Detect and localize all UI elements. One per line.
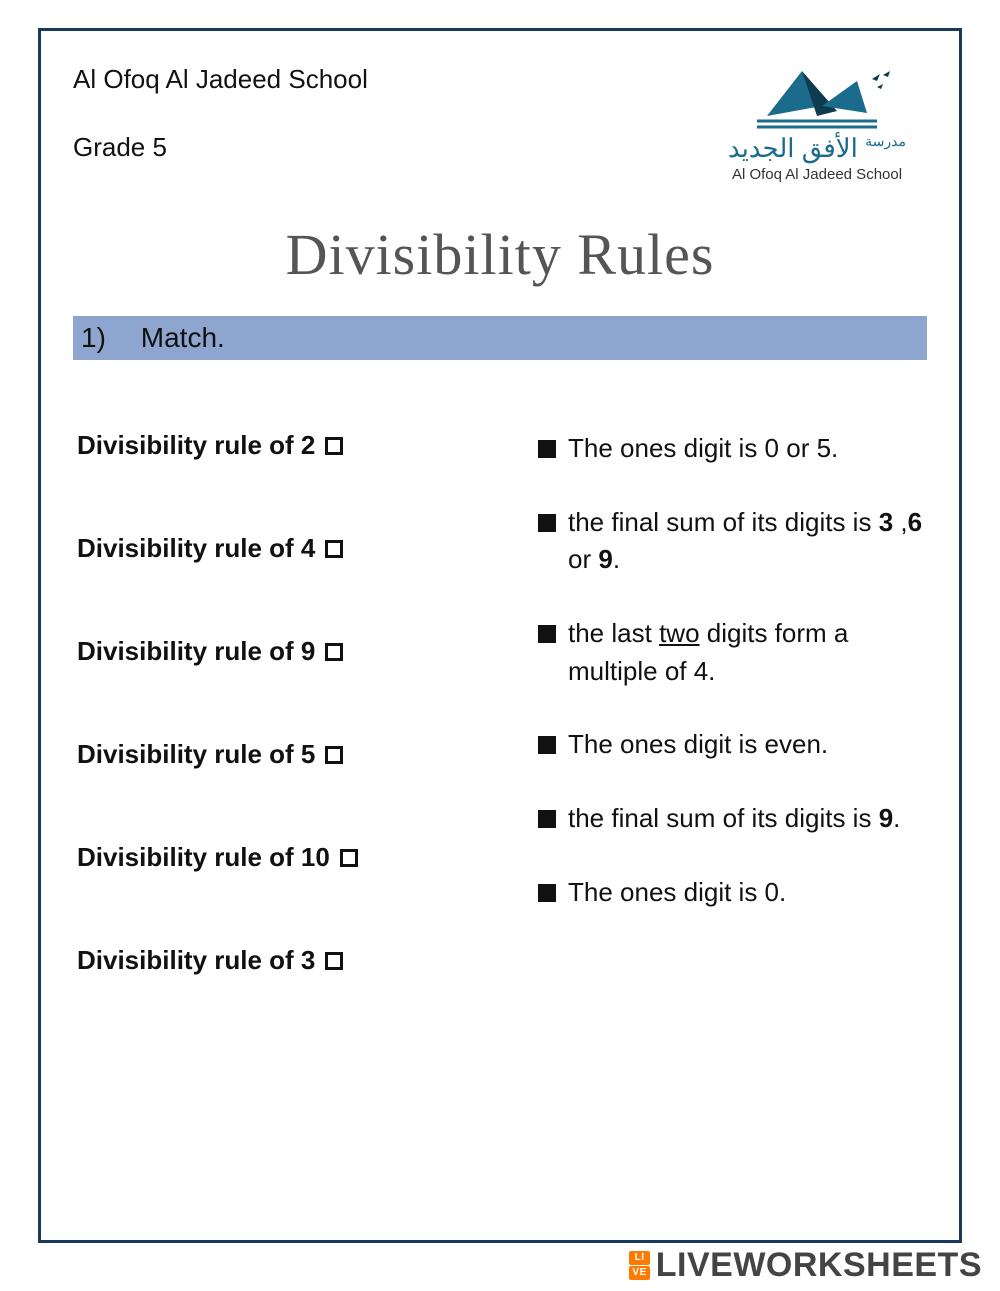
descriptions-column: The ones digit is 0 or 5. the final sum … [520,430,923,976]
match-source-box[interactable] [325,540,343,558]
description-text: the final sum of its digits is 9. [566,800,923,838]
description-text: The ones digit is 0 or 5. [566,430,923,468]
description-text: the final sum of its digits is 3 ,6 or 9… [566,504,923,579]
watermark-badge-icon: LIVE [629,1251,649,1280]
grade-label: Grade 5 [73,129,368,165]
description-item[interactable]: the last two digits form a multiple of 4… [520,615,923,690]
rule-label: Divisibility rule of 2 [77,430,315,461]
match-target-box[interactable] [538,514,556,532]
rule-item[interactable]: Divisibility rule of 5 [77,739,480,770]
match-source-box[interactable] [325,643,343,661]
page-title: Divisibility Rules [73,221,927,288]
school-info: Al Ofoq Al Jadeed School Grade 5 [73,61,368,166]
rule-label: Divisibility rule of 10 [77,842,330,873]
match-target-box[interactable] [538,810,556,828]
rules-column: Divisibility rule of 2 Divisibility rule… [77,430,480,976]
rule-label: Divisibility rule of 9 [77,636,315,667]
description-item[interactable]: the final sum of its digits is 3 ,6 or 9… [520,504,923,579]
match-target-box[interactable] [538,625,556,643]
school-logo: مدرسة الأفق الجديد Al Ofoq Al Jadeed Sch… [707,61,927,191]
logo-arabic: مدرسة الأفق الجديد [707,133,927,164]
rule-label: Divisibility rule of 4 [77,533,315,564]
match-source-box[interactable] [325,952,343,970]
description-item[interactable]: The ones digit is even. [520,726,923,764]
watermark-text: LIVEWORKSHEETS [656,1246,982,1285]
header: Al Ofoq Al Jadeed School Grade 5 مدرسة ا… [73,61,927,191]
logo-icon [727,61,907,131]
description-item[interactable]: The ones digit is 0 or 5. [520,430,923,468]
description-item[interactable]: the final sum of its digits is 9. [520,800,923,838]
description-text: The ones digit is even. [566,726,923,764]
match-target-box[interactable] [538,884,556,902]
rule-item[interactable]: Divisibility rule of 10 [77,842,480,873]
page-border: Al Ofoq Al Jadeed School Grade 5 مدرسة ا… [38,28,962,1243]
rule-item[interactable]: Divisibility rule of 3 [77,945,480,976]
description-item[interactable]: The ones digit is 0. [520,874,923,912]
section-header: 1) Match. [73,316,927,360]
match-source-box[interactable] [325,746,343,764]
description-text: The ones digit is 0. [566,874,923,912]
description-text: the last two digits form a multiple of 4… [566,615,923,690]
section-label: Match. [141,322,225,353]
match-target-box[interactable] [538,736,556,754]
rule-label: Divisibility rule of 3 [77,945,315,976]
match-source-box[interactable] [340,849,358,867]
rule-label: Divisibility rule of 5 [77,739,315,770]
rule-item[interactable]: Divisibility rule of 2 [77,430,480,461]
match-area: Divisibility rule of 2 Divisibility rule… [73,430,927,976]
section-number: 1) [81,322,133,354]
rule-item[interactable]: Divisibility rule of 9 [77,636,480,667]
watermark: LIVE LIVEWORKSHEETS [629,1246,982,1285]
logo-english: Al Ofoq Al Jadeed School [707,166,927,183]
rule-item[interactable]: Divisibility rule of 4 [77,533,480,564]
match-target-box[interactable] [538,440,556,458]
match-source-box[interactable] [325,437,343,455]
school-name: Al Ofoq Al Jadeed School [73,61,368,97]
